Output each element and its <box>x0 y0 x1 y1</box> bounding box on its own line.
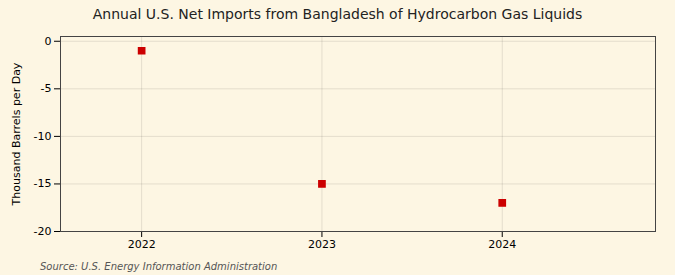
svg-text:2023: 2023 <box>308 238 336 251</box>
svg-text:0: 0 <box>45 35 52 48</box>
svg-text:-10: -10 <box>34 130 52 143</box>
svg-text:-5: -5 <box>41 82 52 95</box>
svg-text:Thousand Barrels per Day: Thousand Barrels per Day <box>10 62 23 206</box>
svg-text:-15: -15 <box>34 177 52 190</box>
svg-text:-20: -20 <box>34 225 52 238</box>
svg-text:2022: 2022 <box>128 238 156 251</box>
html-text:Source: U.S. Energy Informatio: Source: U.S. Energy Information Administ… <box>40 261 278 272</box>
html-text:Annual U.S. Net Imports from B: Annual U.S. Net Imports from Bangladesh … <box>92 6 583 22</box>
svg-text:2024: 2024 <box>488 238 516 251</box>
